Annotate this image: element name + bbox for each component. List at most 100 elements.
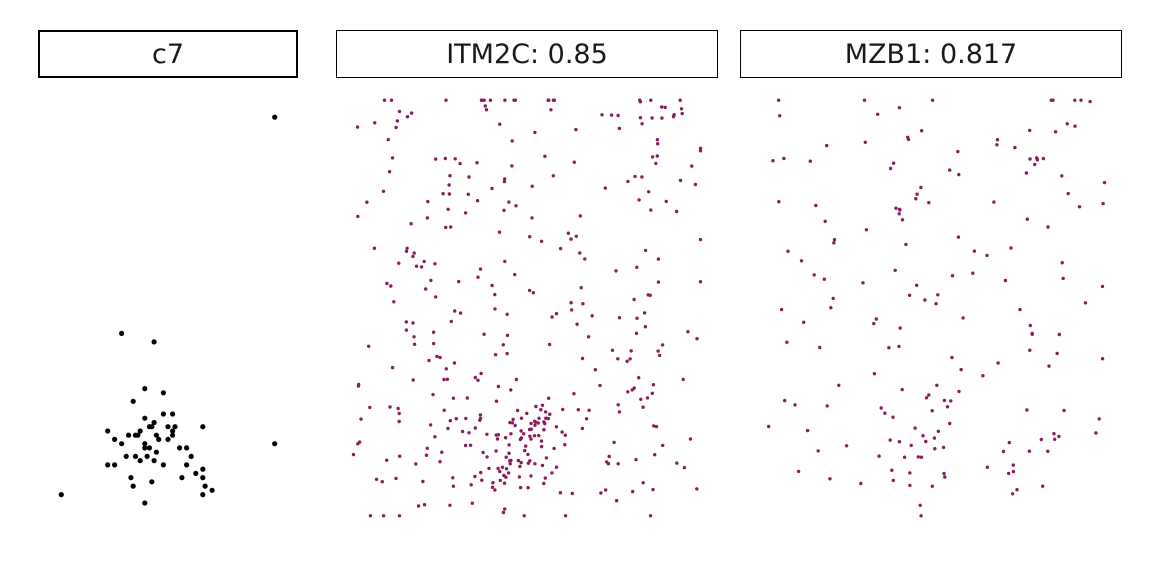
scatter-point: [943, 475, 947, 479]
scatter-point: [444, 225, 448, 230]
scatter-point: [184, 462, 190, 468]
scatter-point: [532, 419, 537, 423]
scatter-point: [404, 320, 408, 324]
scatter-point: [433, 435, 437, 439]
scatter-point: [160, 390, 166, 396]
scatter-point: [481, 450, 485, 455]
scatter-point: [898, 208, 902, 212]
scatter-point: [935, 383, 939, 387]
scatter-point: [891, 478, 895, 483]
scatter-point: [513, 423, 517, 428]
scatter-point: [409, 111, 414, 115]
scatter-point: [927, 393, 931, 397]
scatter-point: [490, 485, 495, 489]
scatter-point: [664, 199, 668, 204]
scatter-point: [558, 246, 563, 251]
scatter-point: [460, 429, 465, 434]
scatter-point: [1061, 276, 1065, 281]
scatter-point: [1046, 449, 1050, 453]
scatter-point: [569, 301, 573, 305]
scatter-point: [539, 444, 544, 449]
scatter-point: [628, 357, 632, 361]
scatter-point: [149, 479, 155, 485]
scatter-point: [640, 122, 644, 126]
scatter-point: [570, 308, 574, 312]
scatter-point: [502, 179, 507, 184]
scatter-point: [500, 465, 505, 469]
scatter-point: [1060, 261, 1064, 265]
scatter-point: [802, 320, 806, 324]
scatter-point: [469, 483, 473, 487]
scatter-point: [1041, 484, 1045, 488]
scatter-point: [132, 453, 139, 459]
scatter-point: [142, 500, 148, 506]
scatter-point: [825, 404, 829, 408]
scatter-point: [874, 317, 878, 321]
scatter-point: [864, 228, 869, 232]
scatter-point: [464, 416, 468, 421]
scatter-point: [527, 288, 532, 293]
scatter-point: [458, 311, 463, 315]
scatter-point: [616, 113, 620, 118]
scatter-point: [365, 200, 369, 204]
scatter-point: [432, 341, 436, 346]
scatter-point: [812, 273, 816, 277]
scatter-point: [649, 208, 653, 212]
scatter-point: [170, 411, 176, 417]
scatter-point: [170, 428, 176, 434]
scatter-point: [509, 388, 513, 392]
scatter-point: [202, 483, 208, 489]
scatter-point: [1055, 351, 1059, 356]
scatter-point: [921, 434, 925, 438]
scatter-point: [476, 275, 480, 279]
scatter-point: [879, 406, 883, 410]
scatter-point: [1025, 408, 1029, 412]
scatter-point: [516, 458, 521, 463]
scatter-point: [434, 295, 438, 299]
facet-strip-itm2c: ITM2C: 0.85: [336, 30, 718, 78]
scatter-point: [411, 254, 415, 259]
scatter-point: [649, 98, 653, 102]
scatter-point: [942, 398, 947, 403]
scatter-point: [390, 365, 395, 370]
scatter-point: [645, 396, 650, 400]
scatter-point: [1011, 469, 1016, 474]
scatter-point: [493, 488, 497, 492]
scatter-point: [654, 161, 658, 166]
scatter-point: [475, 161, 479, 165]
scatter-point: [563, 433, 567, 437]
scatter-point: [454, 417, 458, 421]
scatter-point: [626, 390, 630, 394]
scatter-point: [367, 344, 371, 348]
scatter-point: [1066, 191, 1070, 196]
scatter-point: [1100, 284, 1105, 289]
scatter-point: [554, 465, 559, 469]
scatter-point: [1030, 331, 1034, 336]
scatter-point: [782, 156, 786, 161]
scatter-point: [453, 157, 457, 161]
scatter-point: [505, 333, 510, 338]
scatter-point: [822, 277, 826, 281]
scatter-point: [142, 441, 148, 447]
scatter-point: [496, 466, 500, 471]
scatter-point: [898, 326, 902, 330]
scatter-point: [518, 437, 522, 442]
scatter-point: [529, 474, 533, 478]
scatter-point: [859, 481, 863, 486]
scatter-point: [995, 143, 999, 147]
scatter-point: [631, 489, 635, 494]
scatter-point: [425, 216, 429, 220]
scatter-point: [632, 297, 636, 302]
scatter-point: [639, 397, 643, 401]
scatter-point: [1011, 463, 1015, 467]
scatter-point: [530, 216, 534, 220]
scatter-point: [519, 429, 523, 433]
scatter-point: [872, 372, 877, 376]
scatter-point: [446, 426, 450, 431]
scatter-point: [497, 230, 502, 234]
scatter-point: [961, 316, 965, 320]
scatter-point: [356, 214, 360, 219]
scatter-point: [638, 100, 643, 104]
scatter-point: [656, 142, 660, 146]
scatter-point: [675, 461, 679, 465]
